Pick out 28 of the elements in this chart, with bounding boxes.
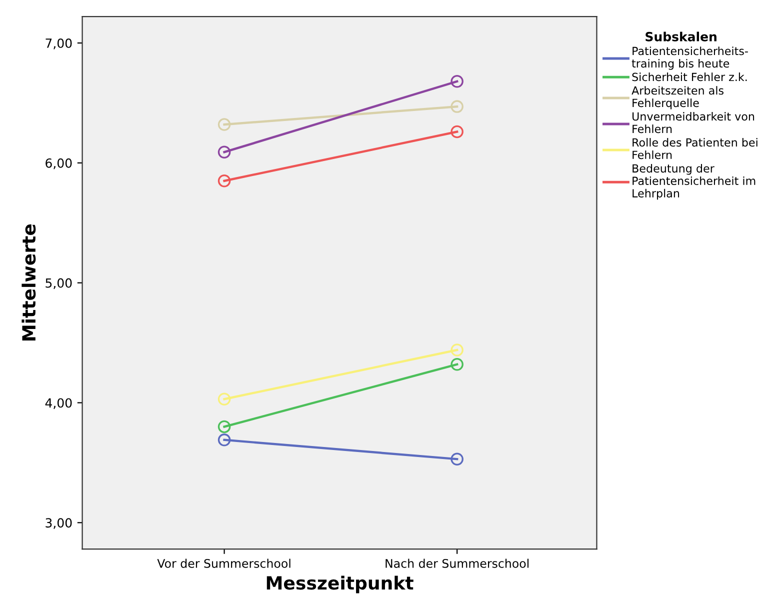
legend-label: Patientensicherheits- training bis heute — [632, 46, 748, 70]
legend-title: Subskalen — [646, 32, 716, 42]
x-axis-title: Messzeitpunkt — [266, 576, 414, 594]
y-tick-label: 3,00 — [46, 518, 72, 529]
point — [450, 452, 464, 466]
legend-label: Rolle des Patienten bei Fehlern — [632, 138, 758, 160]
legend-label: Bedeutung der Patientensicherheit im Lehrplan — [632, 164, 756, 200]
legend-label: Unvermeidbarkeit von Fehlern — [632, 112, 754, 134]
y-tick-label: 7,00 — [46, 38, 72, 50]
point — [218, 146, 231, 159]
x-tick-label: Nach der Summerschool — [386, 558, 529, 568]
legend-label: Sicherheit Fehler z.k. — [632, 72, 747, 82]
y-axis-title: Mittelwerte — [22, 224, 36, 340]
point — [218, 118, 231, 131]
point — [450, 125, 464, 138]
y-tick-label: 5,00 — [46, 278, 72, 290]
x-tick-label: Vor der Summerschool — [157, 558, 290, 568]
point — [450, 344, 464, 356]
point — [450, 358, 464, 371]
point — [450, 100, 464, 113]
point — [450, 74, 464, 88]
point — [218, 434, 231, 446]
point — [218, 392, 231, 406]
legend-label: Arbeitszeiten als Fehlerquelle — [632, 86, 724, 110]
y-tick-label: 4,00 — [45, 398, 72, 409]
point — [218, 174, 231, 188]
y-tick-label: 6,00 — [46, 158, 72, 170]
point — [218, 420, 231, 434]
